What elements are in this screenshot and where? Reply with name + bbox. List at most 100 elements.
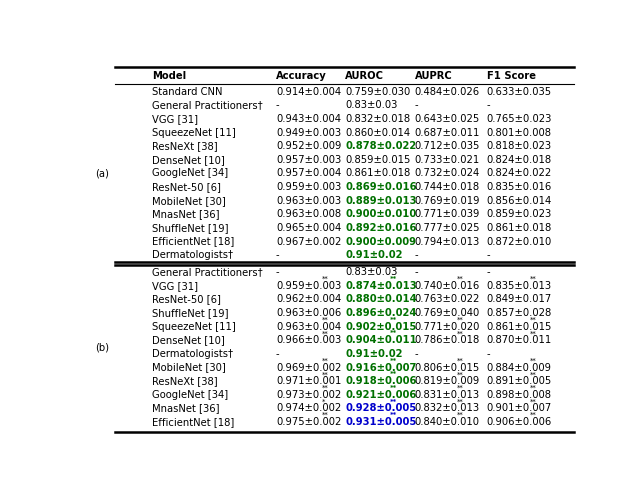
Text: GoogleNet [34]: GoogleNet [34]	[152, 168, 228, 178]
Text: ResNeXt [38]: ResNeXt [38]	[152, 141, 218, 151]
Text: 0.643±0.025: 0.643±0.025	[415, 114, 480, 124]
Text: 0.824±0.018: 0.824±0.018	[486, 155, 552, 165]
Text: **: **	[529, 371, 536, 377]
Text: **: **	[529, 385, 536, 391]
Text: SqueezeNet [11]: SqueezeNet [11]	[152, 128, 236, 138]
Text: 0.971±0.001: 0.971±0.001	[276, 376, 341, 386]
Text: 0.771±0.020: 0.771±0.020	[415, 322, 480, 332]
Text: 0.963±0.006: 0.963±0.006	[276, 308, 341, 318]
Text: MnasNet [36]: MnasNet [36]	[152, 209, 220, 219]
Text: 0.869±0.016: 0.869±0.016	[346, 182, 417, 192]
Text: **: **	[390, 412, 397, 418]
Text: -: -	[415, 267, 419, 277]
Text: MnasNet [36]: MnasNet [36]	[152, 403, 220, 413]
Text: 0.892±0.016: 0.892±0.016	[346, 223, 417, 233]
Text: 0.819±0.009: 0.819±0.009	[415, 376, 480, 386]
Text: 0.872±0.010: 0.872±0.010	[486, 237, 552, 247]
Text: 0.902±0.015: 0.902±0.015	[346, 322, 417, 332]
Text: EfficientNet [18]: EfficientNet [18]	[152, 237, 234, 247]
Text: F1 Score: F1 Score	[486, 71, 536, 81]
Text: **: **	[529, 358, 536, 364]
Text: 0.906±0.006: 0.906±0.006	[486, 417, 552, 427]
Text: 0.957±0.003: 0.957±0.003	[276, 155, 341, 165]
Text: **: **	[390, 276, 397, 282]
Text: 0.974±0.002: 0.974±0.002	[276, 403, 341, 413]
Text: GoogleNet [34]: GoogleNet [34]	[152, 390, 228, 400]
Text: 0.806±0.015: 0.806±0.015	[415, 362, 480, 372]
Text: 0.860±0.014: 0.860±0.014	[346, 128, 410, 138]
Text: 0.898±0.008: 0.898±0.008	[486, 390, 552, 400]
Text: **: **	[322, 358, 329, 364]
Text: 0.889±0.013: 0.889±0.013	[346, 196, 417, 206]
Text: 0.835±0.013: 0.835±0.013	[486, 281, 552, 291]
Text: 0.891±0.005: 0.891±0.005	[486, 376, 552, 386]
Text: -: -	[276, 267, 280, 277]
Text: **: **	[390, 330, 397, 337]
Text: 0.957±0.004: 0.957±0.004	[276, 168, 341, 178]
Text: **: **	[322, 276, 329, 282]
Text: 0.831±0.013: 0.831±0.013	[415, 390, 480, 400]
Text: 0.916±0.007: 0.916±0.007	[346, 362, 417, 372]
Text: 0.794±0.013: 0.794±0.013	[415, 237, 480, 247]
Text: **: **	[322, 385, 329, 391]
Text: 0.861±0.018: 0.861±0.018	[486, 223, 552, 233]
Text: 0.733±0.021: 0.733±0.021	[415, 155, 480, 165]
Text: ResNet-50 [6]: ResNet-50 [6]	[152, 182, 221, 192]
Text: 0.859±0.015: 0.859±0.015	[346, 155, 411, 165]
Text: **: **	[390, 385, 397, 391]
Text: -: -	[276, 349, 280, 359]
Text: AUROC: AUROC	[346, 71, 385, 81]
Text: 0.765±0.023: 0.765±0.023	[486, 114, 552, 124]
Text: (b): (b)	[95, 342, 109, 352]
Text: 0.967±0.002: 0.967±0.002	[276, 237, 341, 247]
Text: Standard CNN: Standard CNN	[152, 87, 223, 97]
Text: **: **	[322, 412, 329, 418]
Text: 0.759±0.030: 0.759±0.030	[346, 87, 411, 97]
Text: 0.963±0.008: 0.963±0.008	[276, 209, 341, 219]
Text: -: -	[415, 250, 419, 260]
Text: AUPRC: AUPRC	[415, 71, 452, 81]
Text: 0.962±0.004: 0.962±0.004	[276, 294, 341, 304]
Text: **: **	[456, 358, 463, 364]
Text: 0.859±0.023: 0.859±0.023	[486, 209, 552, 219]
Text: *: *	[322, 399, 325, 404]
Text: 0.832±0.013: 0.832±0.013	[415, 403, 480, 413]
Text: 0.884±0.009: 0.884±0.009	[486, 362, 552, 372]
Text: ShuffleNet [19]: ShuffleNet [19]	[152, 308, 228, 318]
Text: -: -	[415, 100, 419, 110]
Text: 0.633±0.035: 0.633±0.035	[486, 87, 552, 97]
Text: Dermatologists†: Dermatologists†	[152, 250, 233, 260]
Text: 0.963±0.003: 0.963±0.003	[276, 196, 341, 206]
Text: 0.740±0.016: 0.740±0.016	[415, 281, 480, 291]
Text: **: **	[390, 371, 397, 377]
Text: Accuracy: Accuracy	[276, 71, 326, 81]
Text: 0.777±0.025: 0.777±0.025	[415, 223, 480, 233]
Text: **: **	[456, 412, 463, 418]
Text: 0.856±0.014: 0.856±0.014	[486, 196, 552, 206]
Text: EfficientNet [18]: EfficientNet [18]	[152, 417, 234, 427]
Text: 0.965±0.004: 0.965±0.004	[276, 223, 341, 233]
Text: 0.91±0.02: 0.91±0.02	[346, 250, 403, 260]
Text: SqueezeNet [11]: SqueezeNet [11]	[152, 322, 236, 332]
Text: 0.914±0.004: 0.914±0.004	[276, 87, 341, 97]
Text: Model: Model	[152, 71, 186, 81]
Text: 0.857±0.028: 0.857±0.028	[486, 308, 552, 318]
Text: -: -	[486, 100, 490, 110]
Text: Dermatologists†: Dermatologists†	[152, 349, 233, 359]
Text: 0.973±0.002: 0.973±0.002	[276, 390, 341, 400]
Text: **: **	[322, 330, 329, 337]
Text: -: -	[486, 349, 490, 359]
Text: 0.83±0.03: 0.83±0.03	[346, 100, 397, 110]
Text: **: **	[456, 317, 463, 323]
Text: 0.840±0.010: 0.840±0.010	[415, 417, 480, 427]
Text: **: **	[322, 371, 329, 377]
Text: 0.896±0.024: 0.896±0.024	[346, 308, 417, 318]
Text: ResNet-50 [6]: ResNet-50 [6]	[152, 294, 221, 304]
Text: 0.835±0.016: 0.835±0.016	[486, 182, 552, 192]
Text: **: **	[390, 399, 397, 404]
Text: 0.732±0.024: 0.732±0.024	[415, 168, 480, 178]
Text: 0.943±0.004: 0.943±0.004	[276, 114, 341, 124]
Text: 0.900±0.010: 0.900±0.010	[346, 209, 417, 219]
Text: 0.771±0.039: 0.771±0.039	[415, 209, 480, 219]
Text: 0.959±0.003: 0.959±0.003	[276, 182, 341, 192]
